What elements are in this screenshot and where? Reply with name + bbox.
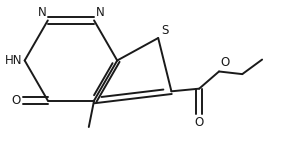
Text: N: N xyxy=(38,6,47,19)
Text: S: S xyxy=(161,24,168,37)
Text: O: O xyxy=(195,116,204,129)
Text: N: N xyxy=(95,6,104,19)
Text: O: O xyxy=(220,56,230,69)
Text: HN: HN xyxy=(5,54,23,67)
Text: O: O xyxy=(11,94,21,107)
